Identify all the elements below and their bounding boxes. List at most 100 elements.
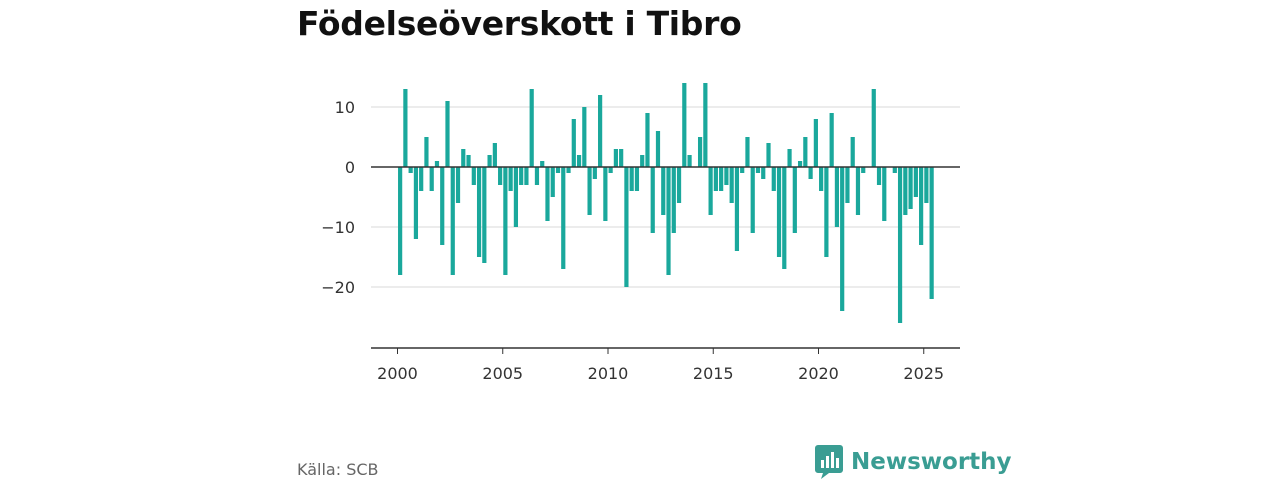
bar <box>729 167 734 203</box>
x-tick-label: 2005 <box>482 364 523 383</box>
x-tick-label: 2025 <box>903 364 944 383</box>
bar <box>576 155 582 167</box>
bar <box>840 167 845 311</box>
bar <box>587 167 592 215</box>
bar <box>461 149 466 167</box>
bar <box>871 89 876 167</box>
bar <box>761 167 766 179</box>
bar <box>540 161 545 167</box>
bar <box>403 89 408 167</box>
bar <box>919 167 924 245</box>
bar <box>424 137 429 167</box>
x-tick-label: 2015 <box>693 364 734 383</box>
bar <box>824 167 829 257</box>
bar <box>571 119 576 167</box>
x-tick-label: 2020 <box>798 364 839 383</box>
bar <box>598 95 603 167</box>
bar <box>655 131 661 167</box>
y-tick-label: 10 <box>335 98 355 117</box>
bar <box>434 161 440 167</box>
bar <box>908 167 913 209</box>
bar <box>861 167 866 173</box>
bars <box>398 83 934 323</box>
bar <box>566 167 571 173</box>
bar <box>661 167 666 215</box>
bar <box>755 167 761 173</box>
bar <box>740 167 745 173</box>
bar <box>550 167 555 197</box>
bar <box>929 167 934 299</box>
bar <box>719 167 724 191</box>
bar <box>676 167 682 203</box>
brand-name: Newsworthy <box>851 449 1012 475</box>
bar <box>645 113 650 167</box>
bar <box>766 143 771 167</box>
bar <box>829 113 834 167</box>
bar <box>797 161 803 167</box>
bar <box>487 155 492 167</box>
bar <box>776 167 782 257</box>
bar <box>534 167 540 185</box>
bar-chart-logo-icon <box>815 445 843 479</box>
x-tick-labels: 2000 2005 2010 2015 2020 2025 <box>377 364 944 383</box>
bar <box>803 137 808 167</box>
bar <box>640 155 645 167</box>
bar <box>903 167 908 215</box>
source-text: Källa: SCB <box>297 460 379 479</box>
bar <box>455 167 461 203</box>
chart-title: Födelseöverskott i Tibro <box>297 4 742 43</box>
bar <box>682 83 687 167</box>
bar <box>519 167 524 185</box>
bar <box>924 167 929 203</box>
bar <box>703 83 708 167</box>
bar <box>666 167 671 275</box>
bar <box>782 167 787 269</box>
bar <box>492 143 497 167</box>
bar <box>466 155 471 167</box>
bar <box>734 167 740 251</box>
bar <box>450 167 455 275</box>
bar <box>687 155 692 167</box>
bar <box>413 167 419 239</box>
bar <box>708 167 713 215</box>
bar <box>792 167 797 233</box>
gridlines <box>371 106 960 288</box>
bar <box>429 167 434 191</box>
brand-logo: Newsworthy <box>815 445 1012 479</box>
bar <box>398 167 403 275</box>
bar <box>529 89 534 167</box>
axes <box>371 166 960 354</box>
bar <box>787 149 792 167</box>
bar <box>819 167 824 191</box>
x-tick-label: 2010 <box>588 364 629 383</box>
bar <box>482 167 487 263</box>
bar <box>882 167 887 221</box>
bar <box>582 107 587 167</box>
bar <box>876 167 882 185</box>
y-tick-label: 0 <box>345 158 355 177</box>
bar <box>634 167 640 191</box>
bar <box>745 137 750 167</box>
bar <box>813 119 818 167</box>
bar <box>476 167 482 257</box>
bar <box>624 167 629 287</box>
bar <box>771 167 776 191</box>
bar <box>419 167 424 191</box>
y-tick-label: −20 <box>321 278 355 297</box>
bar <box>897 167 903 323</box>
bar <box>440 167 445 245</box>
bar <box>508 167 513 191</box>
bar <box>850 137 855 167</box>
bar <box>619 149 624 167</box>
bar <box>513 167 519 227</box>
bar <box>697 137 703 167</box>
bar <box>629 167 634 191</box>
bar <box>603 167 608 221</box>
bar <box>592 167 597 179</box>
bar <box>408 167 413 173</box>
bar <box>445 101 450 167</box>
y-tick-label: −10 <box>321 218 355 237</box>
bar <box>713 167 718 191</box>
bar <box>503 167 508 275</box>
